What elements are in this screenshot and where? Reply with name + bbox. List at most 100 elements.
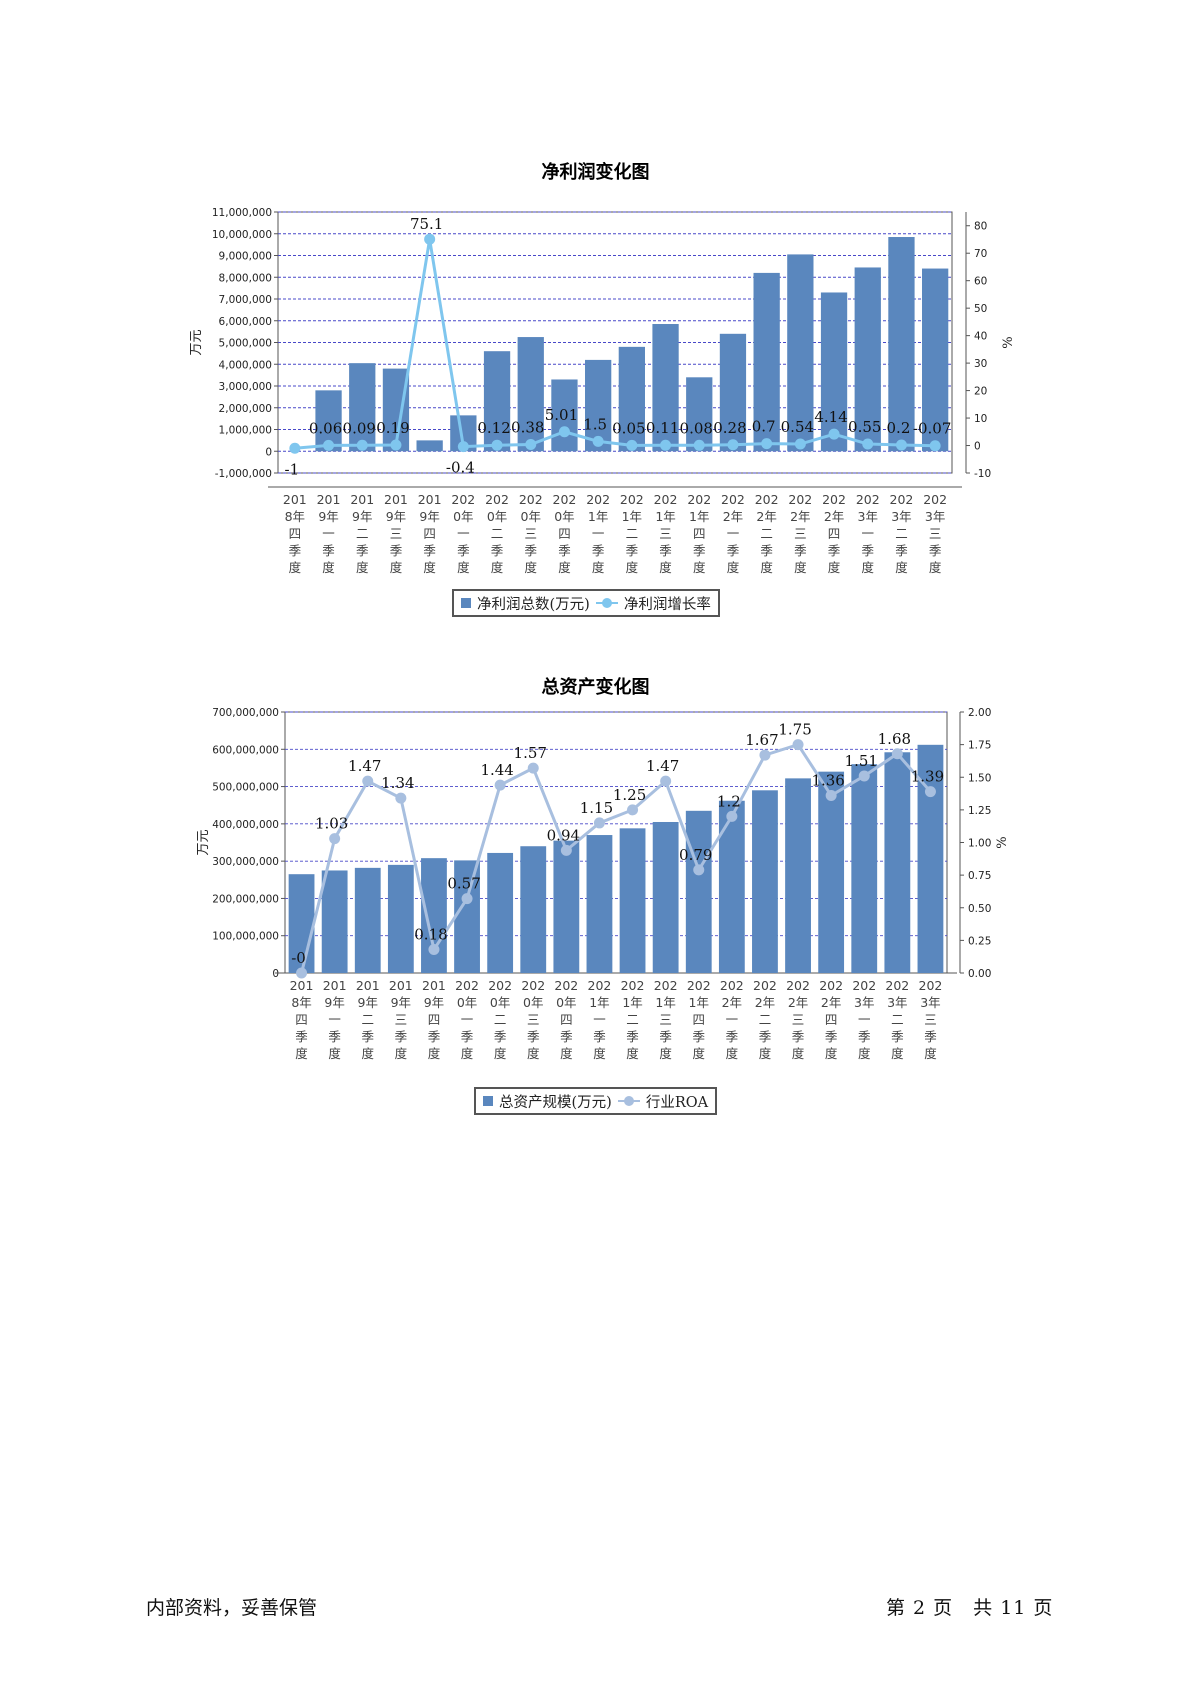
line-point xyxy=(759,749,771,761)
data-label: -0.4 xyxy=(446,459,475,477)
line-point xyxy=(592,435,604,447)
x-tick-label: 202 xyxy=(451,492,475,507)
x-tick-label: 202 xyxy=(554,978,578,993)
x-tick-label: 202 xyxy=(586,492,610,507)
x-tick-label: 季 xyxy=(428,1029,441,1044)
x-tick-label: 季 xyxy=(592,543,605,558)
chart1-legend: 净利润总数(万元) 净利润增长率 xyxy=(452,589,720,617)
footer-page-number: 第 2 页 共 11 页 xyxy=(886,1597,1054,1619)
x-tick-label: 三 xyxy=(390,526,403,541)
y2-tick-label: 1.50 xyxy=(968,772,991,784)
x-tick-label: 季 xyxy=(390,543,403,558)
line-point xyxy=(362,775,374,787)
x-tick-label: 9年 xyxy=(386,509,406,524)
x-tick-label: 季 xyxy=(895,543,908,558)
data-label: 0.2 xyxy=(887,419,911,437)
chart2-legend: 总资产规模(万元) 行业ROA xyxy=(474,1087,718,1115)
x-tick-label: 1年 xyxy=(622,509,642,524)
data-label: 1.44 xyxy=(480,761,513,779)
bar xyxy=(349,363,376,452)
series-line xyxy=(300,742,932,974)
x-tick-label: 度 xyxy=(727,560,740,575)
x-tick-label: 度 xyxy=(461,1046,474,1061)
x-tick-label: 季 xyxy=(560,1029,573,1044)
line-point xyxy=(525,438,537,450)
legend-item-net-profit: 净利润总数(万元) xyxy=(477,596,590,613)
data-label: 0.54 xyxy=(781,418,814,436)
x-tick-label: 度 xyxy=(895,560,908,575)
y-tick-label: 400,000,000 xyxy=(212,819,279,831)
x-tick-label: 2年 xyxy=(756,509,776,524)
x-tick-label: 度 xyxy=(593,1046,606,1061)
line-point xyxy=(593,817,605,829)
data-label: 0.06 xyxy=(309,419,342,437)
y-tick-label: 10,000,000 xyxy=(212,229,272,241)
x-tick-label: 季 xyxy=(356,543,369,558)
x-tick-label: 2年 xyxy=(824,509,844,524)
data-label: 1.34 xyxy=(381,774,414,792)
total-assets-chart: 0 100,000,000 200,000,000 300,000,000 400,00… xyxy=(196,707,1010,1061)
data-label: 0.7 xyxy=(752,418,776,436)
data-label: 0.05 xyxy=(612,419,645,437)
x-tick-label: 度 xyxy=(527,1046,540,1061)
x-tick-label: 度 xyxy=(693,560,706,575)
footer-confidential-note: 内部资料，妥善保管 xyxy=(146,1597,318,1619)
x-tick-label: 202 xyxy=(455,978,479,993)
x-tick-label: 四 xyxy=(693,526,706,541)
x-tick-label: 季 xyxy=(760,543,773,558)
x-tick-label: 度 xyxy=(858,1046,871,1061)
x-tick-label: 0年 xyxy=(554,509,574,524)
y2-tick-label: 0.50 xyxy=(968,903,991,915)
line-point xyxy=(560,844,572,856)
x-tick-label: 202 xyxy=(885,978,909,993)
x-tick-label: 201 xyxy=(356,978,380,993)
x-tick-label: 一 xyxy=(593,1012,606,1027)
data-label: 0.94 xyxy=(547,826,580,844)
x-tick-label: 202 xyxy=(488,978,512,993)
x-tick-label: 一 xyxy=(457,526,470,541)
x-tick-label: 202 xyxy=(890,492,914,507)
data-label: 1.51 xyxy=(845,752,878,770)
x-tick-label: 度 xyxy=(626,1046,639,1061)
line-point xyxy=(457,441,469,453)
bar xyxy=(321,870,348,973)
x-tick-label: 202 xyxy=(852,978,876,993)
x-tick-label: 一 xyxy=(322,526,335,541)
x-tick-label: 二 xyxy=(361,1012,374,1027)
data-label: 1.47 xyxy=(646,757,679,775)
x-tick-label: 9年 xyxy=(358,995,378,1010)
data-label: 1.15 xyxy=(580,799,613,817)
y-tick-label: 0 xyxy=(265,446,272,458)
bar xyxy=(618,346,645,452)
x-tick-label: 四 xyxy=(692,1012,705,1027)
x-tick-label: 0年 xyxy=(523,995,543,1010)
x-tick-label: 2年 xyxy=(723,509,743,524)
data-label: 1.36 xyxy=(811,772,844,790)
x-tick-label: 202 xyxy=(786,978,810,993)
x-tick-label: 度 xyxy=(395,1046,408,1061)
line-point xyxy=(491,439,503,451)
x-tick-label: 季 xyxy=(593,1029,606,1044)
y-tick-label: 0 xyxy=(272,968,279,980)
x-tick-label: 201 xyxy=(384,492,408,507)
chart1-title: 净利润变化图 xyxy=(541,162,650,183)
x-tick-label: 季 xyxy=(558,543,571,558)
x-tick-label: 1年 xyxy=(689,995,709,1010)
x-tick-label: 三 xyxy=(524,526,537,541)
x-tick-label: 1年 xyxy=(588,509,608,524)
x-tick-label: 季 xyxy=(692,1029,705,1044)
line-point xyxy=(761,438,773,450)
x-tick-label: 8年 xyxy=(291,995,311,1010)
line-point xyxy=(693,864,705,876)
line-point xyxy=(356,439,368,451)
x-tick-label: 度 xyxy=(322,560,335,575)
y-tick-label: 2,000,000 xyxy=(219,403,272,415)
x-tick-label: 202 xyxy=(687,492,711,507)
bar xyxy=(553,840,580,973)
x-tick-label: 201 xyxy=(418,492,442,507)
line-point xyxy=(660,775,672,787)
x-tick-label: 202 xyxy=(553,492,577,507)
x-tick-label: 四 xyxy=(558,526,571,541)
bar xyxy=(854,267,881,452)
x-tick-label: 季 xyxy=(858,1029,871,1044)
